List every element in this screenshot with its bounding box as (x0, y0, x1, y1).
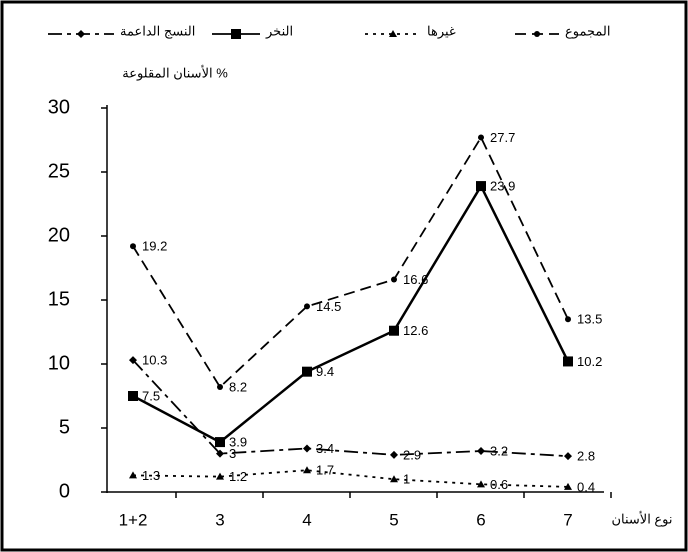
data-label: 1.2 (229, 469, 247, 484)
point (564, 482, 572, 490)
data-label: 1.3 (142, 468, 160, 483)
x-tick-label: 6 (476, 510, 485, 529)
point (563, 356, 573, 367)
data-label: 1 (403, 472, 410, 487)
data-label: 9.4 (316, 364, 334, 379)
data-label: 27.7 (490, 130, 515, 145)
data-label: 2.9 (403, 447, 421, 462)
point (303, 466, 311, 474)
point (565, 316, 571, 323)
y-tick-label: 25 (48, 160, 70, 182)
point (534, 31, 540, 37)
point (389, 30, 397, 37)
point (129, 471, 137, 479)
data-label: 1.7 (316, 463, 334, 478)
point (389, 325, 399, 336)
legend-label: النخر (265, 23, 293, 39)
y-tick-label: 10 (48, 352, 70, 374)
y-tick-label: 20 (48, 224, 70, 246)
point (303, 444, 311, 453)
x-tick-label: 3 (215, 510, 224, 529)
point (231, 29, 241, 39)
point (390, 475, 398, 483)
series-line (132, 183, 570, 444)
data-label: 3.2 (490, 443, 508, 458)
legend-label: النسج الداعمة (120, 23, 195, 39)
point (390, 450, 398, 459)
data-label: 12.6 (403, 323, 428, 338)
y-axis-label: الأسنان المقلوعة % (122, 64, 228, 81)
data-label: 14.5 (316, 299, 341, 314)
data-label: 23.9 (490, 179, 515, 194)
y-tick-label: 30 (48, 96, 70, 118)
point (129, 356, 137, 365)
point (216, 449, 224, 458)
data-label: 8.2 (229, 379, 247, 394)
data-label: 19.2 (142, 239, 167, 254)
legend-label: المجموع (565, 23, 610, 39)
y-tick-label: 5 (59, 416, 70, 438)
point (304, 303, 310, 310)
series-line (132, 135, 569, 389)
x-tick-label: 4 (302, 510, 311, 529)
x-tick-label: 5 (389, 510, 398, 529)
data-label: 13.5 (577, 312, 602, 327)
series-line (132, 359, 569, 458)
data-label: 7.5 (142, 388, 160, 403)
point (476, 181, 486, 192)
x-tick-label: 7 (563, 510, 572, 529)
x-tick-label: 1+2 (119, 510, 148, 529)
point (477, 447, 485, 456)
series-line (132, 469, 569, 488)
data-label: 0.6 (490, 477, 508, 492)
point (477, 480, 485, 488)
y-tick-label: 15 (48, 288, 70, 310)
legend-label: غيرها (427, 23, 456, 39)
point (217, 384, 223, 391)
point (302, 366, 312, 377)
point (77, 30, 85, 38)
point (215, 437, 225, 448)
point (216, 472, 224, 480)
data-label: 0.4 (577, 479, 595, 494)
data-label: 10.2 (577, 354, 602, 369)
point (130, 243, 136, 250)
y-tick-label: 0 (59, 480, 70, 502)
point (478, 134, 484, 141)
point (564, 452, 572, 461)
point (391, 276, 397, 283)
data-label: 3.9 (229, 435, 247, 450)
data-label: 3.4 (316, 441, 334, 456)
data-label: 2.8 (577, 449, 595, 464)
data-label: 3 (229, 446, 236, 461)
x-axis-label: نوع الأسنان (611, 510, 672, 527)
data-label: 10.3 (142, 353, 167, 368)
point (128, 391, 138, 401)
